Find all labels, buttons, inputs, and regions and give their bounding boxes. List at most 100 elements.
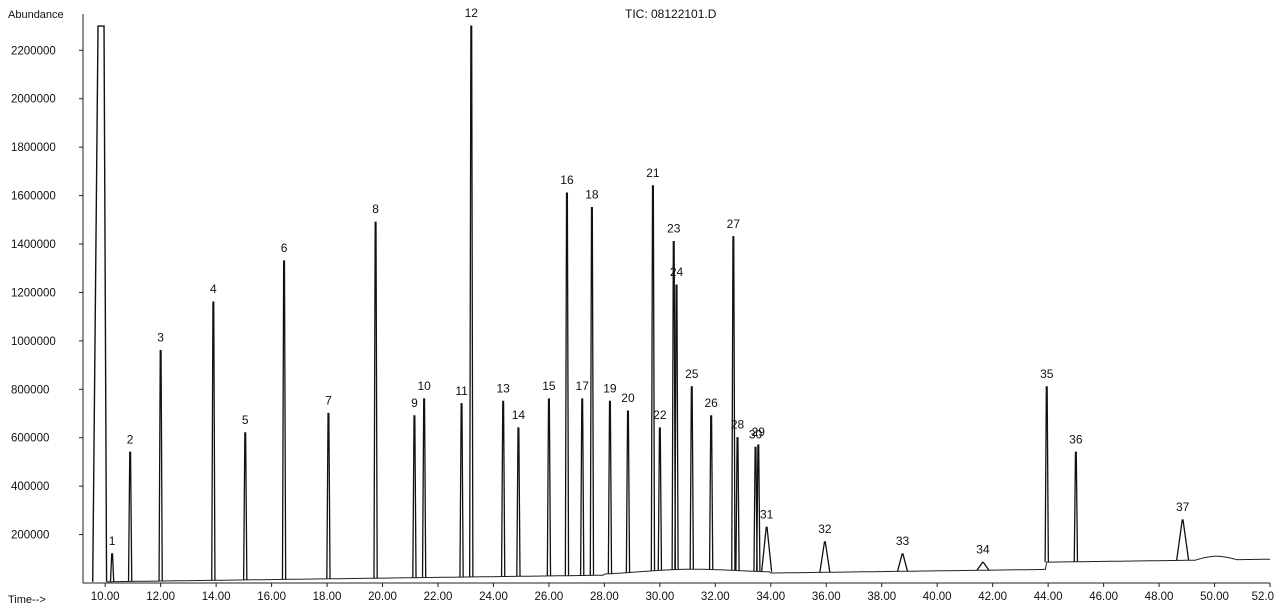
peak-label-36: 36: [1069, 432, 1083, 446]
peak-label-12: 12: [465, 6, 479, 20]
peak-label-5: 5: [242, 413, 249, 427]
x-tick-label: 22.00: [424, 591, 453, 603]
x-tick-label: 46.00: [1089, 591, 1118, 603]
peak-19: [607, 400, 613, 574]
x-tick-label: 42.00: [978, 591, 1007, 603]
tic-trace: [92, 25, 1270, 583]
x-tick-label: 12.00: [146, 591, 175, 603]
axes: [82, 14, 1270, 584]
peak-26: [708, 415, 714, 570]
peak-label-1: 1: [109, 534, 116, 548]
y-tick-label: 400000: [11, 481, 49, 493]
peak-label-21: 21: [646, 166, 660, 180]
x-tick-label: 52.0: [1252, 591, 1274, 603]
peak-29: [756, 444, 761, 572]
peak-label-33: 33: [896, 534, 910, 548]
peak-16: [564, 192, 570, 576]
peak-28: [735, 437, 740, 571]
peak-label-17: 17: [576, 379, 590, 393]
peak-label-27: 27: [727, 217, 741, 231]
x-tick-label: 10.00: [91, 591, 120, 603]
y-tick-label: 2000000: [11, 94, 56, 106]
peak-label-23: 23: [667, 222, 681, 236]
peak-14: [516, 427, 521, 577]
x-tick-label: 16.00: [257, 591, 286, 603]
y-tick-label: 600000: [11, 433, 49, 445]
peak-33: [896, 553, 909, 572]
y-tick-label: 1200000: [11, 287, 56, 299]
solvent-peak: [92, 25, 108, 582]
peak-label-18: 18: [585, 188, 599, 202]
x-tick-label: 14.00: [202, 591, 231, 603]
x-tick-label: 38.00: [867, 591, 896, 603]
peak-4: [211, 301, 216, 581]
peak-label-4: 4: [210, 282, 217, 296]
peak-24: [674, 284, 679, 570]
x-tick-label: 20.00: [368, 591, 397, 603]
peak-3: [158, 349, 163, 582]
peak-32: [819, 541, 831, 573]
peak-label-31: 31: [760, 507, 774, 521]
y-tick-label: 1400000: [11, 239, 56, 251]
x-tick-label: 50.00: [1200, 591, 1229, 603]
x-tick-label: 32.00: [701, 591, 730, 603]
x-axis-label: Time-->: [8, 594, 46, 606]
peak-label-7: 7: [325, 394, 332, 408]
peak-label-20: 20: [621, 391, 635, 405]
peak-12: [469, 25, 474, 577]
y-tick-label: 1800000: [11, 142, 56, 154]
peak-label-34: 34: [976, 542, 990, 556]
y-tick-label: 1600000: [11, 191, 56, 203]
peak-label-28: 28: [731, 418, 745, 432]
peak-label-2: 2: [127, 432, 134, 446]
x-tick-label: 30.00: [645, 591, 674, 603]
peak-label-15: 15: [542, 379, 556, 393]
baseline: [106, 555, 1270, 583]
peak-label-9: 9: [411, 396, 418, 410]
x-tick-label: 34.00: [756, 591, 785, 603]
peak-23: [671, 240, 676, 570]
peak-25: [689, 386, 695, 570]
peak-7: [326, 412, 331, 579]
peak-9: [412, 415, 417, 578]
peak-label-29: 29: [752, 425, 766, 439]
peak-13: [500, 400, 506, 577]
peak-18: [589, 207, 595, 576]
peak-27: [731, 236, 736, 571]
peak-30: [753, 446, 758, 572]
peak-label-22: 22: [653, 408, 667, 422]
peak-35: [1044, 386, 1049, 563]
peak-label-6: 6: [281, 241, 288, 255]
peak-label-30: 30: [749, 427, 763, 441]
peak-8: [373, 221, 378, 579]
peak-label-37: 37: [1176, 500, 1190, 514]
peak-label-35: 35: [1040, 367, 1054, 381]
peak-31: [760, 526, 773, 572]
tick-marks: 2000004000006000008000001000000120000014…: [11, 45, 1274, 603]
peak-11: [459, 403, 464, 578]
peak-label-25: 25: [685, 367, 699, 381]
peak-34: [976, 561, 990, 571]
y-axis-label: Abundance: [8, 9, 64, 21]
x-tick-label: 18.00: [313, 591, 342, 603]
y-tick-label: 800000: [11, 384, 49, 396]
peak-20: [625, 410, 631, 573]
peak-6: [281, 260, 287, 580]
peak-37: [1175, 519, 1190, 561]
peak-label-13: 13: [496, 381, 510, 395]
peak-22: [657, 427, 663, 571]
peak-label-8: 8: [372, 202, 379, 216]
x-tick-label: 48.00: [1145, 591, 1174, 603]
peak-label-19: 19: [603, 381, 617, 395]
x-tick-label: 36.00: [812, 591, 841, 603]
peak-5: [242, 432, 248, 580]
chart-title: TIC: 08122101.D: [625, 7, 717, 21]
peak-17: [579, 398, 585, 576]
x-tick-label: 40.00: [923, 591, 952, 603]
peak-label-11: 11: [455, 384, 468, 398]
y-tick-label: 1000000: [11, 336, 56, 348]
peak-1: [109, 553, 115, 582]
peak-2: [127, 451, 133, 582]
peak-label-16: 16: [560, 173, 574, 187]
